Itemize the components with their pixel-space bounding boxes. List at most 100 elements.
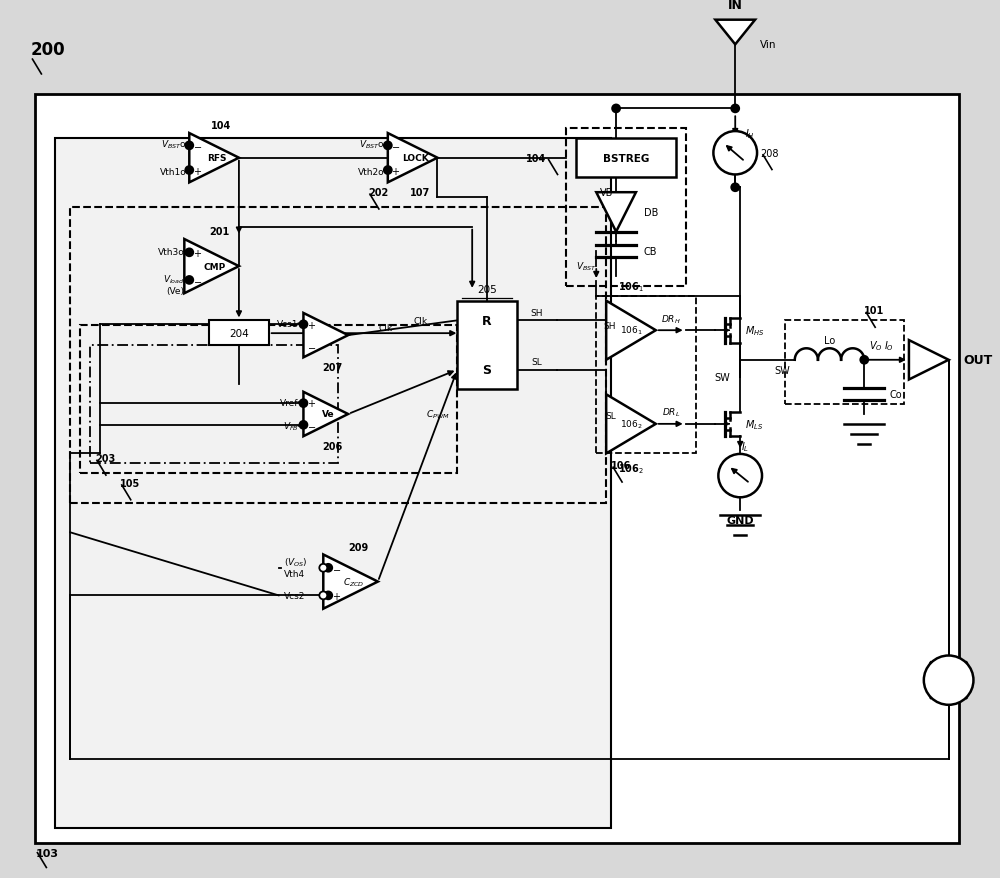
Text: 106$_2$: 106$_2$ [620,418,642,430]
Text: 205: 205 [477,284,497,294]
Text: 209: 209 [349,542,369,552]
Text: Vth3o: Vth3o [158,248,184,256]
Circle shape [299,421,307,429]
Text: $DR_L$: $DR_L$ [662,407,680,419]
Text: RFS: RFS [207,154,226,163]
Bar [80,326,457,473]
Circle shape [299,399,307,407]
Text: SL: SL [531,358,542,367]
Text: $-$: $-$ [307,342,316,352]
Polygon shape [184,240,239,294]
Bar [596,297,696,454]
Circle shape [324,565,332,572]
Text: DB: DB [644,208,658,218]
Text: Clk: Clk [379,323,393,333]
Text: Clk: Clk [413,316,428,326]
Text: $V_{load}$: $V_{load}$ [163,273,184,286]
Text: Vth1o: Vth1o [160,168,186,176]
Bar [785,321,904,405]
Circle shape [731,105,739,113]
Text: VB: VB [599,188,613,198]
Text: $+$: $+$ [307,398,316,409]
Text: 106$_1$: 106$_1$ [620,325,642,337]
Bar [35,95,959,843]
Text: $I_O$: $I_O$ [884,339,894,352]
Text: 202: 202 [368,188,388,198]
Text: Vin: Vin [760,40,777,50]
Text: $-$: $-$ [307,421,316,430]
Circle shape [185,142,193,150]
Text: $(V_{OS})$: $(V_{OS})$ [284,556,307,568]
Bar [457,301,517,390]
Text: 105: 105 [120,479,140,488]
Text: $M_{HS}$: $M_{HS}$ [745,324,765,338]
Text: 101: 101 [864,306,885,316]
Text: CMP: CMP [203,263,225,271]
Circle shape [319,592,327,600]
Circle shape [860,356,868,364]
Circle shape [384,142,392,150]
Text: Vth4: Vth4 [284,570,305,579]
Text: $V_O$: $V_O$ [869,339,883,352]
Text: $V_{BST}$o: $V_{BST}$o [161,139,186,151]
Circle shape [713,132,757,176]
Text: R: R [482,314,492,327]
Text: $V_{BST}$: $V_{BST}$ [576,261,597,273]
Text: SH: SH [530,308,543,318]
Circle shape [185,249,193,257]
Circle shape [612,105,620,113]
Bar [90,346,338,464]
Text: Ve: Ve [322,410,334,419]
Text: GND: GND [726,515,754,525]
Circle shape [924,656,973,705]
Circle shape [185,167,193,175]
Polygon shape [388,134,437,184]
Circle shape [319,565,327,572]
Polygon shape [606,301,656,360]
Circle shape [718,455,762,498]
Bar [566,129,686,286]
Polygon shape [606,395,656,454]
Text: 106: 106 [611,461,631,471]
Text: Vcs2: Vcs2 [284,591,305,601]
Text: 206: 206 [322,442,343,451]
Polygon shape [323,555,378,609]
Text: 106$_2$: 106$_2$ [618,462,644,476]
Text: Vth2o: Vth2o [358,168,385,176]
Text: BSTREG: BSTREG [603,154,649,163]
Text: 203: 203 [95,454,115,464]
Text: CB: CB [644,247,657,257]
Circle shape [324,592,332,600]
Text: (Ve): (Ve) [166,287,184,296]
Text: 104: 104 [211,121,232,131]
Text: 107: 107 [410,188,430,198]
Text: 104: 104 [526,154,547,163]
Text: $I_L$: $I_L$ [741,440,749,453]
Circle shape [384,167,392,175]
Text: $+$: $+$ [307,320,316,330]
Text: SW: SW [715,372,730,383]
Text: $-$: $-$ [391,141,400,151]
Text: 106$_1$: 106$_1$ [618,279,644,293]
Text: $+$: $+$ [193,165,202,176]
Bar [55,139,611,828]
Text: $+$: $+$ [332,590,341,601]
Circle shape [299,321,307,329]
Polygon shape [596,193,636,233]
Text: Lo: Lo [824,335,835,346]
Polygon shape [303,313,348,358]
Text: $+$: $+$ [193,248,202,259]
Text: 103: 103 [35,847,58,858]
Text: $C_{ZCD}$: $C_{ZCD}$ [343,576,364,588]
Bar [70,208,606,503]
Polygon shape [715,21,755,46]
Text: $-$: $-$ [193,141,202,151]
Bar [576,139,676,178]
Text: Vcs1: Vcs1 [277,320,298,328]
Text: 208: 208 [760,148,779,159]
Text: Vref: Vref [280,399,298,407]
Text: $M_{LS}$: $M_{LS}$ [745,417,763,431]
Polygon shape [189,134,239,184]
Text: $-$: $-$ [332,564,341,573]
Bar [209,321,269,346]
